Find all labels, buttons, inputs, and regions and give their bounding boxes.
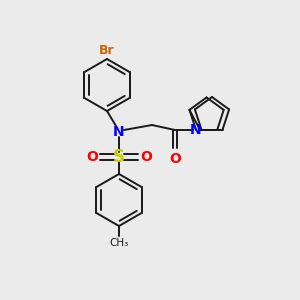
Text: N: N [113,125,125,139]
Text: Br: Br [99,44,115,57]
Text: S: S [113,148,125,166]
Text: N: N [190,123,202,137]
Text: O: O [169,152,181,166]
Text: CH₃: CH₃ [110,238,129,248]
Text: O: O [140,150,152,164]
Text: O: O [86,150,98,164]
